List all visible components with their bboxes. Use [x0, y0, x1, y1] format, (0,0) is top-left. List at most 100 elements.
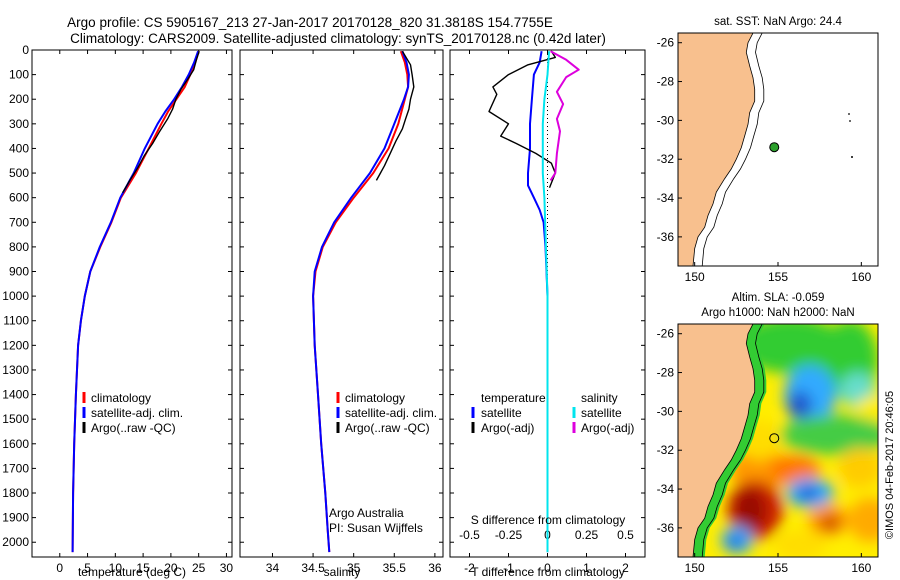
map-xtick-label: 155: [768, 270, 788, 284]
diff-legend-s-argo: Argo(-adj): [581, 421, 634, 435]
salinity-legend: climatology satellite-adj. clim. Argo(..…: [336, 391, 437, 435]
temperature-xtick-label: 20: [164, 561, 178, 575]
sst-map-islands: [848, 113, 853, 158]
map-ytick-label: -36: [657, 521, 675, 535]
map-ytick-label: -26: [657, 36, 675, 50]
sla-map-title-line2: Argo h1000: NaN h2000: NaN: [701, 307, 854, 319]
map-ytick-label: -28: [657, 75, 675, 89]
difference-xtick-label: -1: [503, 561, 514, 575]
temperature-xtick-label: 0: [56, 561, 63, 575]
sla-blob: [820, 515, 840, 531]
sla-blob: [734, 488, 766, 532]
diff-legend-t-argo: Argo(-adj): [481, 421, 534, 435]
copyright-timestamp: ©IMOS 04-Feb-2017 20:46:05: [884, 391, 896, 539]
float-position-marker: [769, 433, 780, 444]
difference-xtick-label: 2: [622, 561, 629, 575]
s-difference-tick-label: -0.5: [459, 528, 480, 542]
sla-blob: [798, 486, 818, 500]
depth-tick-label: 200: [9, 92, 29, 106]
map-xtick-label: 150: [685, 270, 705, 284]
sla-map-isobath: [701, 324, 765, 557]
salinity-series: [312, 50, 415, 553]
diff-legend-s-satellite: satellite: [581, 406, 622, 420]
sla-map-ticks: 150 155 160 -26 -28 -30 -32 -34 -36: [657, 327, 872, 575]
salinity-xtick-label: 34.5: [301, 561, 325, 575]
temp-legend-satellite: satellite-adj. clim.: [91, 406, 183, 420]
difference-legend: temperature salinity satellite Argo(-adj…: [471, 391, 634, 435]
map-ytick-label: -30: [657, 404, 675, 418]
temperature-xtick-label: 25: [192, 561, 206, 575]
map-ytick-label: -32: [657, 443, 675, 457]
difference-xtick-label: -2: [464, 561, 475, 575]
sla-blob: [848, 498, 878, 542]
map-ytick-label: -30: [657, 113, 675, 127]
depth-tick-label: 1300: [2, 363, 29, 377]
island-dot: [851, 156, 853, 158]
salinity-xtick-label: 35.5: [383, 561, 407, 575]
sal-legend-satellite: satellite-adj. clim.: [345, 406, 437, 420]
depth-tick-label: 1800: [2, 486, 29, 500]
depth-tick-label: 1500: [2, 412, 29, 426]
depth-tick-label: 1600: [2, 437, 29, 451]
sla-blob: [788, 391, 812, 419]
salinity-panel: 34 34.5 35 35.5 36 salinity climatology sate…: [239, 49, 444, 579]
map-ytick-label: -26: [657, 327, 675, 341]
depth-tick-label: 0: [22, 43, 29, 57]
difference-series: [488, 50, 580, 553]
map-xtick-label: 160: [851, 270, 871, 284]
difference-series-temperature-argo-adj-: [488, 50, 556, 189]
salinity-series-argo-raw-qc-: [375, 50, 415, 181]
depth-tick-label: 800: [9, 240, 29, 254]
sla-blob: [856, 396, 878, 424]
sla-map-title-line1: Altim. SLA: -0.059: [732, 292, 825, 304]
map-ytick-label: -32: [657, 152, 675, 166]
depth-tick-label: 700: [9, 215, 29, 229]
sst-map-isobath: [701, 33, 765, 266]
salinity-xtick-label: 35: [347, 561, 361, 575]
depth-tick-label: 1400: [2, 388, 29, 402]
map-ytick-label: -34: [657, 191, 675, 205]
s-difference-tick-label: 0.25: [575, 528, 599, 542]
difference-xtick-label: 1: [583, 561, 590, 575]
island-dot: [848, 113, 850, 115]
s-difference-axis-label: S difference from climatology: [471, 513, 626, 527]
salinity-xtick-label: 34: [266, 561, 280, 575]
temperature-xlabel: temperature (deg C): [78, 565, 186, 579]
float-position-marker: [769, 142, 780, 153]
temperature-ticks: 0 5 10 15 20 25 300100200300400500600700800900…: [2, 43, 233, 575]
depth-tick-label: 600: [9, 191, 29, 205]
salinity-ticks: 34 34.5 35 35.5 36: [240, 49, 443, 575]
diff-legend-temperature-header: temperature: [481, 391, 546, 405]
depth-tick-label: 1200: [2, 338, 29, 352]
figure-title-line1: Argo profile: CS 5905167_213 27-Jan-2017…: [67, 15, 553, 30]
difference-xtick-label: 0: [544, 561, 551, 575]
temperature-xtick-label: 10: [109, 561, 123, 575]
map-ytick-label: -34: [657, 482, 675, 496]
depth-tick-label: 2000: [2, 535, 29, 549]
depth-tick-label: 100: [9, 68, 29, 82]
s-difference-tick-label: -0.25: [495, 528, 523, 542]
depth-tick-label: 1700: [2, 461, 29, 475]
sst-map-title: sat. SST: NaN Argo: 24.4: [714, 16, 842, 28]
sla-blob: [780, 415, 878, 455]
temp-legend-argo: Argo(..raw -QC): [91, 421, 176, 435]
t-difference-xlabel: T difference from climatology: [471, 565, 625, 579]
depth-tick-label: 1100: [3, 314, 29, 328]
depth-tick-label: 400: [9, 141, 29, 155]
temperature-series: [71, 50, 200, 553]
sla-blob: [728, 536, 742, 548]
sla-map-land: [678, 324, 756, 557]
sla-blob: [770, 455, 820, 485]
sal-legend-climatology: climatology: [345, 391, 405, 405]
sla-blob: [735, 324, 845, 373]
temperature-panel: 0 5 10 15 20 25 300100200300400500600700800900…: [2, 43, 233, 579]
map-xtick-label: 155: [768, 561, 788, 575]
sla-field: [678, 324, 878, 557]
sla-blob: [730, 448, 790, 492]
salinity-footer-line2: PI: Susan Wijffels: [329, 521, 423, 535]
salinity-plot-frame: [239, 49, 444, 558]
s-difference-tick-label: 0.5: [617, 528, 634, 542]
temperature-xtick-label: 30: [220, 561, 234, 575]
sst-map: sat. SST: NaN Argo: 24.4 150 155 160 -26 -28…: [657, 16, 879, 284]
